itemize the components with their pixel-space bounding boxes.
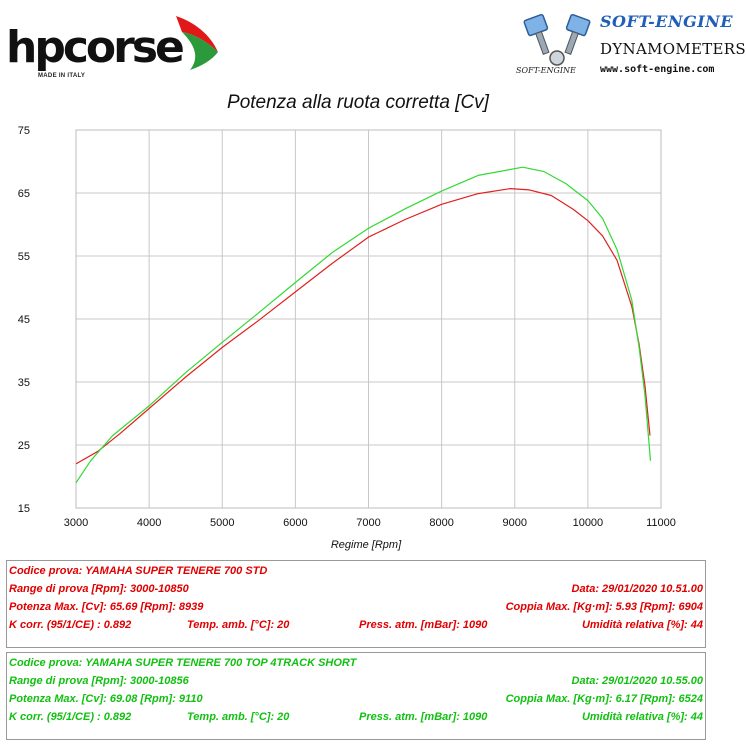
hp-corse-wordmark: hpcorse: [6, 22, 185, 73]
short-potenza: Potenza Max. [Cv]: 69.08 [Rpm]: 9110: [9, 693, 203, 705]
short-temp: Temp. amb. [°C]: 20: [187, 711, 290, 723]
soft-engine-logo: SOFT-ENGINE SOFT-ENGINE DYNAMOMETERS www…: [512, 12, 746, 82]
std-test-panel: Codice prova: YAMAHA SUPER TENERE 700 ST…: [6, 560, 706, 648]
x-tick-label: 8000: [429, 517, 453, 529]
x-axis-label: Regime [Rpm]: [331, 539, 402, 551]
hp-corse-logo: hpcorse MADE IN ITALY: [6, 12, 218, 82]
std-codice: Codice prova: YAMAHA SUPER TENERE 700 ST…: [9, 565, 268, 577]
short-codice: Codice prova: YAMAHA SUPER TENERE 700 TO…: [9, 657, 357, 669]
x-tick-label: 4000: [137, 517, 161, 529]
grid: [75, 129, 662, 509]
power-chart: Potenza alla ruota corretta [Cv] 3000 400…: [18, 92, 676, 551]
x-tick-label: 6000: [283, 517, 307, 529]
soft-engine-small-label: SOFT-ENGINE: [516, 66, 576, 75]
x-tick-label: 10000: [573, 517, 604, 529]
swoosh-icon: [176, 16, 218, 70]
header: hpcorse MADE IN ITALY SOFT-ENGINE SOFT-E…: [0, 0, 746, 86]
short-kcorr: K corr. (95/1/CE) : 0.892: [9, 711, 132, 723]
y-tick-label: 25: [18, 440, 30, 452]
y-tick-label: 75: [18, 125, 30, 137]
y-tick-label: 65: [18, 188, 30, 200]
website-url: www.soft-engine.com: [600, 64, 715, 75]
std-range: Range di prova [Rpm]: 3000-10850: [9, 583, 189, 595]
short-press: Press. atm. [mBar]: 1090: [359, 711, 488, 723]
made-in-italy-tagline: MADE IN ITALY: [38, 73, 86, 79]
series-line-std: [75, 187, 651, 465]
std-temp: Temp. amb. [°C]: 20: [187, 619, 290, 631]
y-tick-label: 35: [18, 377, 30, 389]
std-umid: Umidità relativa [%]: 44: [581, 619, 703, 631]
std-potenza: Potenza Max. [Cv]: 65.69 [Rpm]: 8939: [9, 601, 204, 613]
x-tick-label: 7000: [356, 517, 380, 529]
y-tick-label: 55: [18, 251, 30, 263]
short-range: Range di prova [Rpm]: 3000-10856: [9, 675, 189, 687]
tick-labels: 3000 4000 5000 6000 7000 8000 9000 10000 11000 15…: [18, 125, 676, 529]
series-line-short: [75, 166, 652, 484]
plot-frame: [75, 129, 662, 509]
std-coppia: Coppia Max. [Kg·m]: 5.93 [Rpm]: 6904: [505, 601, 703, 613]
short-coppia: Coppia Max. [Kg·m]: 6.17 [Rpm]: 6524: [505, 693, 703, 705]
soft-engine-title: SOFT-ENGINE: [600, 12, 734, 31]
test-info: Codice prova: YAMAHA SUPER TENERE 700 ST…: [6, 560, 706, 744]
x-tick-label: 5000: [210, 517, 234, 529]
std-press: Press. atm. [mBar]: 1090: [359, 619, 488, 631]
engine-pistons-icon: [523, 13, 591, 66]
y-tick-label: 45: [18, 314, 30, 326]
x-tick-label: 9000: [503, 517, 527, 529]
dynamometers-label: DYNAMOMETERS: [600, 40, 746, 58]
x-tick-label: 3000: [64, 517, 88, 529]
series-lines: [75, 166, 652, 484]
chart-title: Potenza alla ruota corretta [Cv]: [227, 92, 490, 113]
std-kcorr: K corr. (95/1/CE) : 0.892: [9, 619, 132, 631]
y-tick-label: 15: [18, 503, 30, 515]
short-data: Data: 29/01/2020 10.55.00: [571, 675, 704, 687]
short-test-panel: Codice prova: YAMAHA SUPER TENERE 700 TO…: [6, 652, 706, 740]
x-tick-label: 11000: [646, 517, 676, 529]
std-data: Data: 29/01/2020 10.51.00: [571, 583, 704, 595]
short-umid: Umidità relativa [%]: 44: [581, 711, 703, 723]
